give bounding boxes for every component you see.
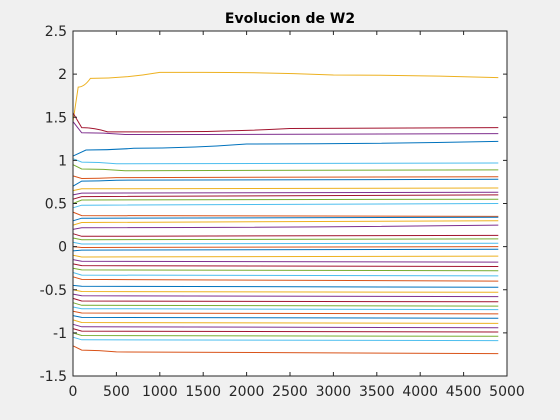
- series-line-6: [72, 164, 499, 172]
- series-line-2: [72, 112, 499, 133]
- series-line-21: [72, 246, 499, 249]
- x-tick-label: 1500: [185, 384, 221, 400]
- series-line-27: [72, 272, 499, 277]
- series-line-5: [72, 158, 499, 165]
- series-line-14: [72, 211, 499, 217]
- x-axis-ticks: 0 500 1000 1500 2000 2500 3000 3500 4000 4500 5000: [69, 31, 525, 400]
- x-tick-label: 4000: [402, 384, 438, 400]
- chart-title: Evolucion de W2: [225, 11, 355, 27]
- series-line-32: [72, 297, 499, 303]
- y-tick-label: -0.5: [40, 283, 67, 299]
- series-line-26: [72, 267, 499, 272]
- series-line-29: [72, 284, 499, 288]
- series-line-30: [72, 289, 499, 293]
- y-tick-label: 2.5: [45, 24, 67, 40]
- x-tick-label: 3500: [359, 384, 395, 400]
- series-line-4: [72, 140, 499, 157]
- series-line-9: [72, 187, 499, 192]
- series-line-17: [72, 224, 499, 230]
- series-line-19: [72, 237, 499, 241]
- series-line-20: [72, 241, 499, 245]
- x-tick-label: 5000: [489, 384, 525, 400]
- y-tick-label: 2: [58, 67, 67, 83]
- series-line-13: [72, 203, 499, 209]
- series-line-36: [72, 315, 499, 319]
- series-line-33: [72, 302, 499, 307]
- series-line-8: [72, 178, 499, 187]
- y-axis-ticks: -1.5 -1 -0.5 0 0.5 1 1.5 2 2.5: [40, 24, 507, 385]
- series-line-35: [72, 310, 499, 315]
- x-tick-label: 4500: [446, 384, 482, 400]
- x-tick-label: 1000: [142, 384, 178, 400]
- series-line-16: [72, 220, 499, 226]
- series-line-15: [72, 216, 499, 222]
- y-tick-label: -1.5: [40, 369, 67, 385]
- series-line-23: [72, 254, 499, 258]
- series-line-31: [72, 293, 499, 298]
- series-line-22: [72, 248, 499, 252]
- series-line-11: [72, 194, 499, 200]
- series-line-38: [72, 323, 499, 329]
- series-lines: [72, 71, 499, 355]
- series-line-37: [72, 319, 499, 324]
- series-line-40: [72, 332, 499, 337]
- x-tick-label: 2500: [272, 384, 308, 400]
- series-line-39: [72, 328, 499, 333]
- series-line-42: [72, 345, 499, 355]
- y-tick-label: 0.5: [45, 197, 67, 213]
- x-tick-label: 500: [103, 384, 130, 400]
- series-line-24: [72, 259, 499, 263]
- y-tick-label: 1: [58, 153, 67, 169]
- series-line-25: [72, 263, 499, 267]
- x-tick-label: 0: [69, 384, 78, 400]
- series-line-3: [72, 121, 499, 135]
- series-line-10: [72, 191, 499, 196]
- y-tick-label: 1.5: [45, 110, 67, 126]
- series-line-1: [72, 71, 499, 122]
- series-line-28: [72, 276, 499, 282]
- y-tick-label: 0: [58, 240, 67, 256]
- series-line-41: [72, 336, 499, 342]
- series-line-12: [72, 198, 499, 204]
- y-tick-label: -1: [53, 326, 67, 342]
- series-line-34: [72, 306, 499, 311]
- series-line-7: [72, 175, 499, 180]
- x-tick-label: 2000: [229, 384, 265, 400]
- series-line-18: [72, 233, 499, 237]
- x-tick-label: 3000: [316, 384, 352, 400]
